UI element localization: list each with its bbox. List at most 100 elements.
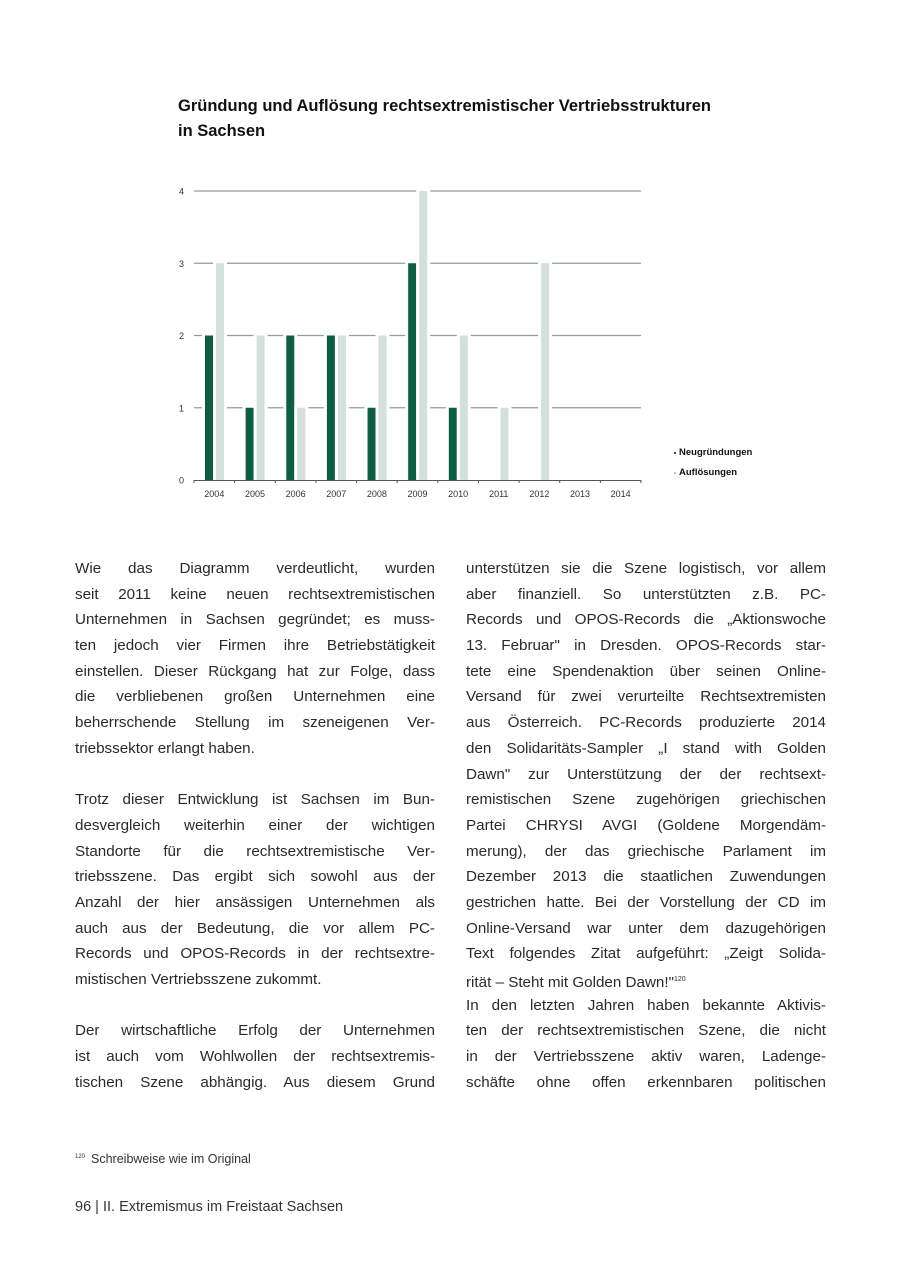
y-tick-label: 0 (179, 476, 184, 486)
text-column-left: Wie das Diagramm verdeutlicht, wurden sei… (75, 556, 435, 1095)
bar-auflösungen-2009 (419, 191, 428, 480)
text-line-content: Standorte für die rechtsextremistische V… (75, 842, 435, 860)
bar-neugründungen-2008 (367, 407, 376, 480)
text-line-content: den Solidaritäts-Sampler „I stand with G… (466, 739, 826, 757)
text-line-content: Der wirtschaftliche Erfolg der Unternehm… (75, 1022, 435, 1040)
text-line-content: aus Österreich. PC-Records produzierte 2… (466, 714, 826, 732)
text-line-content: In den letzten Jahren haben bekannte Akt… (466, 996, 826, 1014)
x-tick-label: 2010 (448, 489, 468, 499)
y-tick-label: 2 (179, 331, 184, 341)
bar-auflösungen-2005 (256, 335, 265, 480)
text-line: Dawn" zur Unterstützung der der rechtsex… (466, 762, 826, 788)
text-line: Der wirtschaftliche Erfolg der Unternehm… (75, 1018, 435, 1044)
y-tick-label: 1 (179, 403, 184, 413)
text-line-content: Anzahl der hier ansässigen Unternehmen a… (75, 893, 435, 911)
bar-auflösungen-2007 (337, 335, 346, 480)
text-line-content: Dawn" zur Unterstützung der der rechtsex… (466, 765, 826, 783)
bar-chart: 0 1 2 3 4 2004 2005 2006 2007 2008 2009 2010 2011 201… (179, 187, 753, 500)
text-line-content: schäfte ohne offen erkennbaren politisch… (466, 1073, 826, 1091)
x-tick-label: 2005 (245, 489, 265, 499)
text-line-content: in der Vertriebsszene aktiv waren, Laden… (466, 1048, 826, 1066)
text-line: ist auch vom Wohlwollen der rechtsextrem… (75, 1044, 435, 1070)
text-line-content: ten der rechtsextremistischen Szene, die… (466, 1022, 826, 1040)
legend-label: Auflösungen (679, 467, 737, 478)
text-line: Versand für zwei verurteilte Rechtsextre… (466, 684, 826, 710)
text-line: aus Österreich. PC-Records produzierte 2… (466, 710, 826, 736)
text-line-content: 13. Februar" in Dresden. OPOS-Records st… (466, 637, 826, 655)
text-line: 13. Februar" in Dresden. OPOS-Records st… (466, 633, 826, 659)
text-line: desvergleich weiterhin einer der wichtig… (75, 813, 435, 839)
text-line: ten jedoch vier Firmen ihre Betriebstäti… (75, 633, 435, 659)
text-line: merung), der das griechische Parlament i… (466, 839, 826, 865)
text-line: rität – Steht mit Golden Dawn!"120 (466, 967, 826, 993)
text-line-content: Trotz dieser Entwicklung ist Sachsen im … (75, 791, 435, 809)
text-line: Records und OPOS-Records die „Aktionswoc… (466, 607, 826, 633)
text-line-content: merung), der das griechische Parlament i… (466, 842, 826, 860)
bar-neugründungen-2005 (245, 407, 254, 480)
text-line-content: Dezember 2013 die staatlichen Zuwendunge… (466, 868, 826, 886)
text-line: remistischen Szene zugehörigen griechisc… (466, 787, 826, 813)
text-line: seit 2011 keine neuen rechtsextremistisc… (75, 582, 435, 608)
x-tick-label: 2012 (529, 489, 549, 499)
text-line: aber finanziell. So unterstützten z.B. P… (466, 582, 826, 608)
text-line-content: Online-Versand war unter dem dazugehörig… (466, 919, 826, 937)
text-line: tischen Szene abhängig. Aus diesem Grund (75, 1070, 435, 1096)
text-line-content: mistischen Vertriebsszene zukommt. (75, 971, 322, 988)
text-line-content: tete eine Spendenaktion über seinen Onli… (466, 662, 826, 680)
text-line: tete eine Spendenaktion über seinen Onli… (466, 659, 826, 685)
paragraph-gap (75, 993, 435, 1019)
bar-neugründungen-2009 (408, 263, 417, 480)
text-line: den Solidaritäts-Sampler „I stand with G… (466, 736, 826, 762)
text-line: unterstützen sie die Szene logistisch, v… (466, 556, 826, 582)
text-line-content: remistischen Szene zugehörigen griechisc… (466, 791, 826, 809)
bar-neugründungen-2007 (326, 335, 335, 480)
text-line: gestrichen hatte. Bei der Vorstellung de… (466, 890, 826, 916)
text-line: ten der rechtsextremistischen Szene, die… (466, 1018, 826, 1044)
x-tick-label: 2013 (570, 489, 590, 499)
text-line-content: gestrichen hatte. Bei der Vorstellung de… (466, 893, 826, 911)
text-line-content: beherrschende Stellung im szeneigenen Ve… (75, 714, 435, 732)
legend-marker (674, 472, 676, 474)
text-line: Records und OPOS-Records in der rechtsex… (75, 941, 435, 967)
text-line-content: auch aus der Bedeutung, die vor allem PC… (75, 919, 435, 937)
footnote-number: 120 (75, 1154, 86, 1160)
text-line-content: ist auch vom Wohlwollen der rechtsextrem… (75, 1048, 435, 1066)
text-line: triebsszene. Das ergibt sich sowohl aus … (75, 864, 435, 890)
chart-title-line-2: in Sachsen (178, 122, 266, 140)
text-line: mistischen Vertriebsszene zukommt. (75, 967, 435, 993)
page-footer: 96 | II. Extremismus im Freistaat Sachse… (75, 1199, 344, 1215)
text-line-content: unterstützen sie die Szene logistisch, v… (466, 560, 826, 577)
legend-marker (674, 452, 676, 454)
text-line-content: Records und OPOS-Records in der rechtsex… (75, 945, 435, 963)
legend-label: Neugründungen (679, 447, 753, 458)
text-line: die verbliebenen großen Unternehmen eine (75, 684, 435, 710)
text-line: Wie das Diagramm verdeutlicht, wurden (75, 556, 435, 582)
bar-auflösungen-2006 (297, 407, 306, 480)
text-line-content: Unternehmen in Sachsen gegründet; es mus… (75, 611, 435, 629)
text-line-content: Partei CHRYSI AVGI (Goldene Morgendäm- (466, 816, 826, 834)
text-line: Anzahl der hier ansässigen Unternehmen a… (75, 890, 435, 916)
text-line-content: triebssektor erlangt haben. (75, 739, 255, 757)
x-tick-label: 2007 (326, 489, 346, 499)
text-line: Text folgendes Zitat aufgeführt: „Zeigt … (466, 941, 826, 967)
paragraph-gap (75, 762, 435, 788)
text-line-content: Wie das Diagramm verdeutlicht, wurden (75, 560, 435, 577)
text-line-content: aber finanziell. So unterstützten z.B. P… (466, 585, 826, 603)
text-line-content: Text folgendes Zitat aufgeführt: „Zeigt … (466, 945, 826, 963)
bar-auflösungen-2012 (541, 263, 550, 480)
text-line: schäfte ohne offen erkennbaren politisch… (466, 1070, 826, 1096)
chart-title: Gründung und Auflösung rechtsextremistis… (178, 94, 711, 144)
bar-auflösungen-2010 (459, 335, 468, 480)
text-line-content: die verbliebenen großen Unternehmen eine (75, 688, 435, 706)
x-tick-label: 2014 (611, 489, 631, 499)
text-line-content: Versand für zwei verurteilte Rechtsextre… (466, 688, 826, 706)
text-line-content: einstellen. Dieser Rückgang hat zur Folg… (75, 662, 435, 680)
text-line: einstellen. Dieser Rückgang hat zur Folg… (75, 659, 435, 685)
footnote: 120 Schreibweise wie im Original (75, 1152, 251, 1166)
text-line-content: ten jedoch vier Firmen ihre Betriebstäti… (75, 637, 435, 655)
text-line-content: tischen Szene abhängig. Aus diesem Grund (75, 1073, 435, 1091)
text-line: in der Vertriebsszene aktiv waren, Laden… (466, 1044, 826, 1070)
text-line: Online-Versand war unter dem dazugehörig… (466, 916, 826, 942)
text-line: Standorte für die rechtsextremistische V… (75, 839, 435, 865)
bar-neugründungen-2006 (286, 335, 295, 480)
